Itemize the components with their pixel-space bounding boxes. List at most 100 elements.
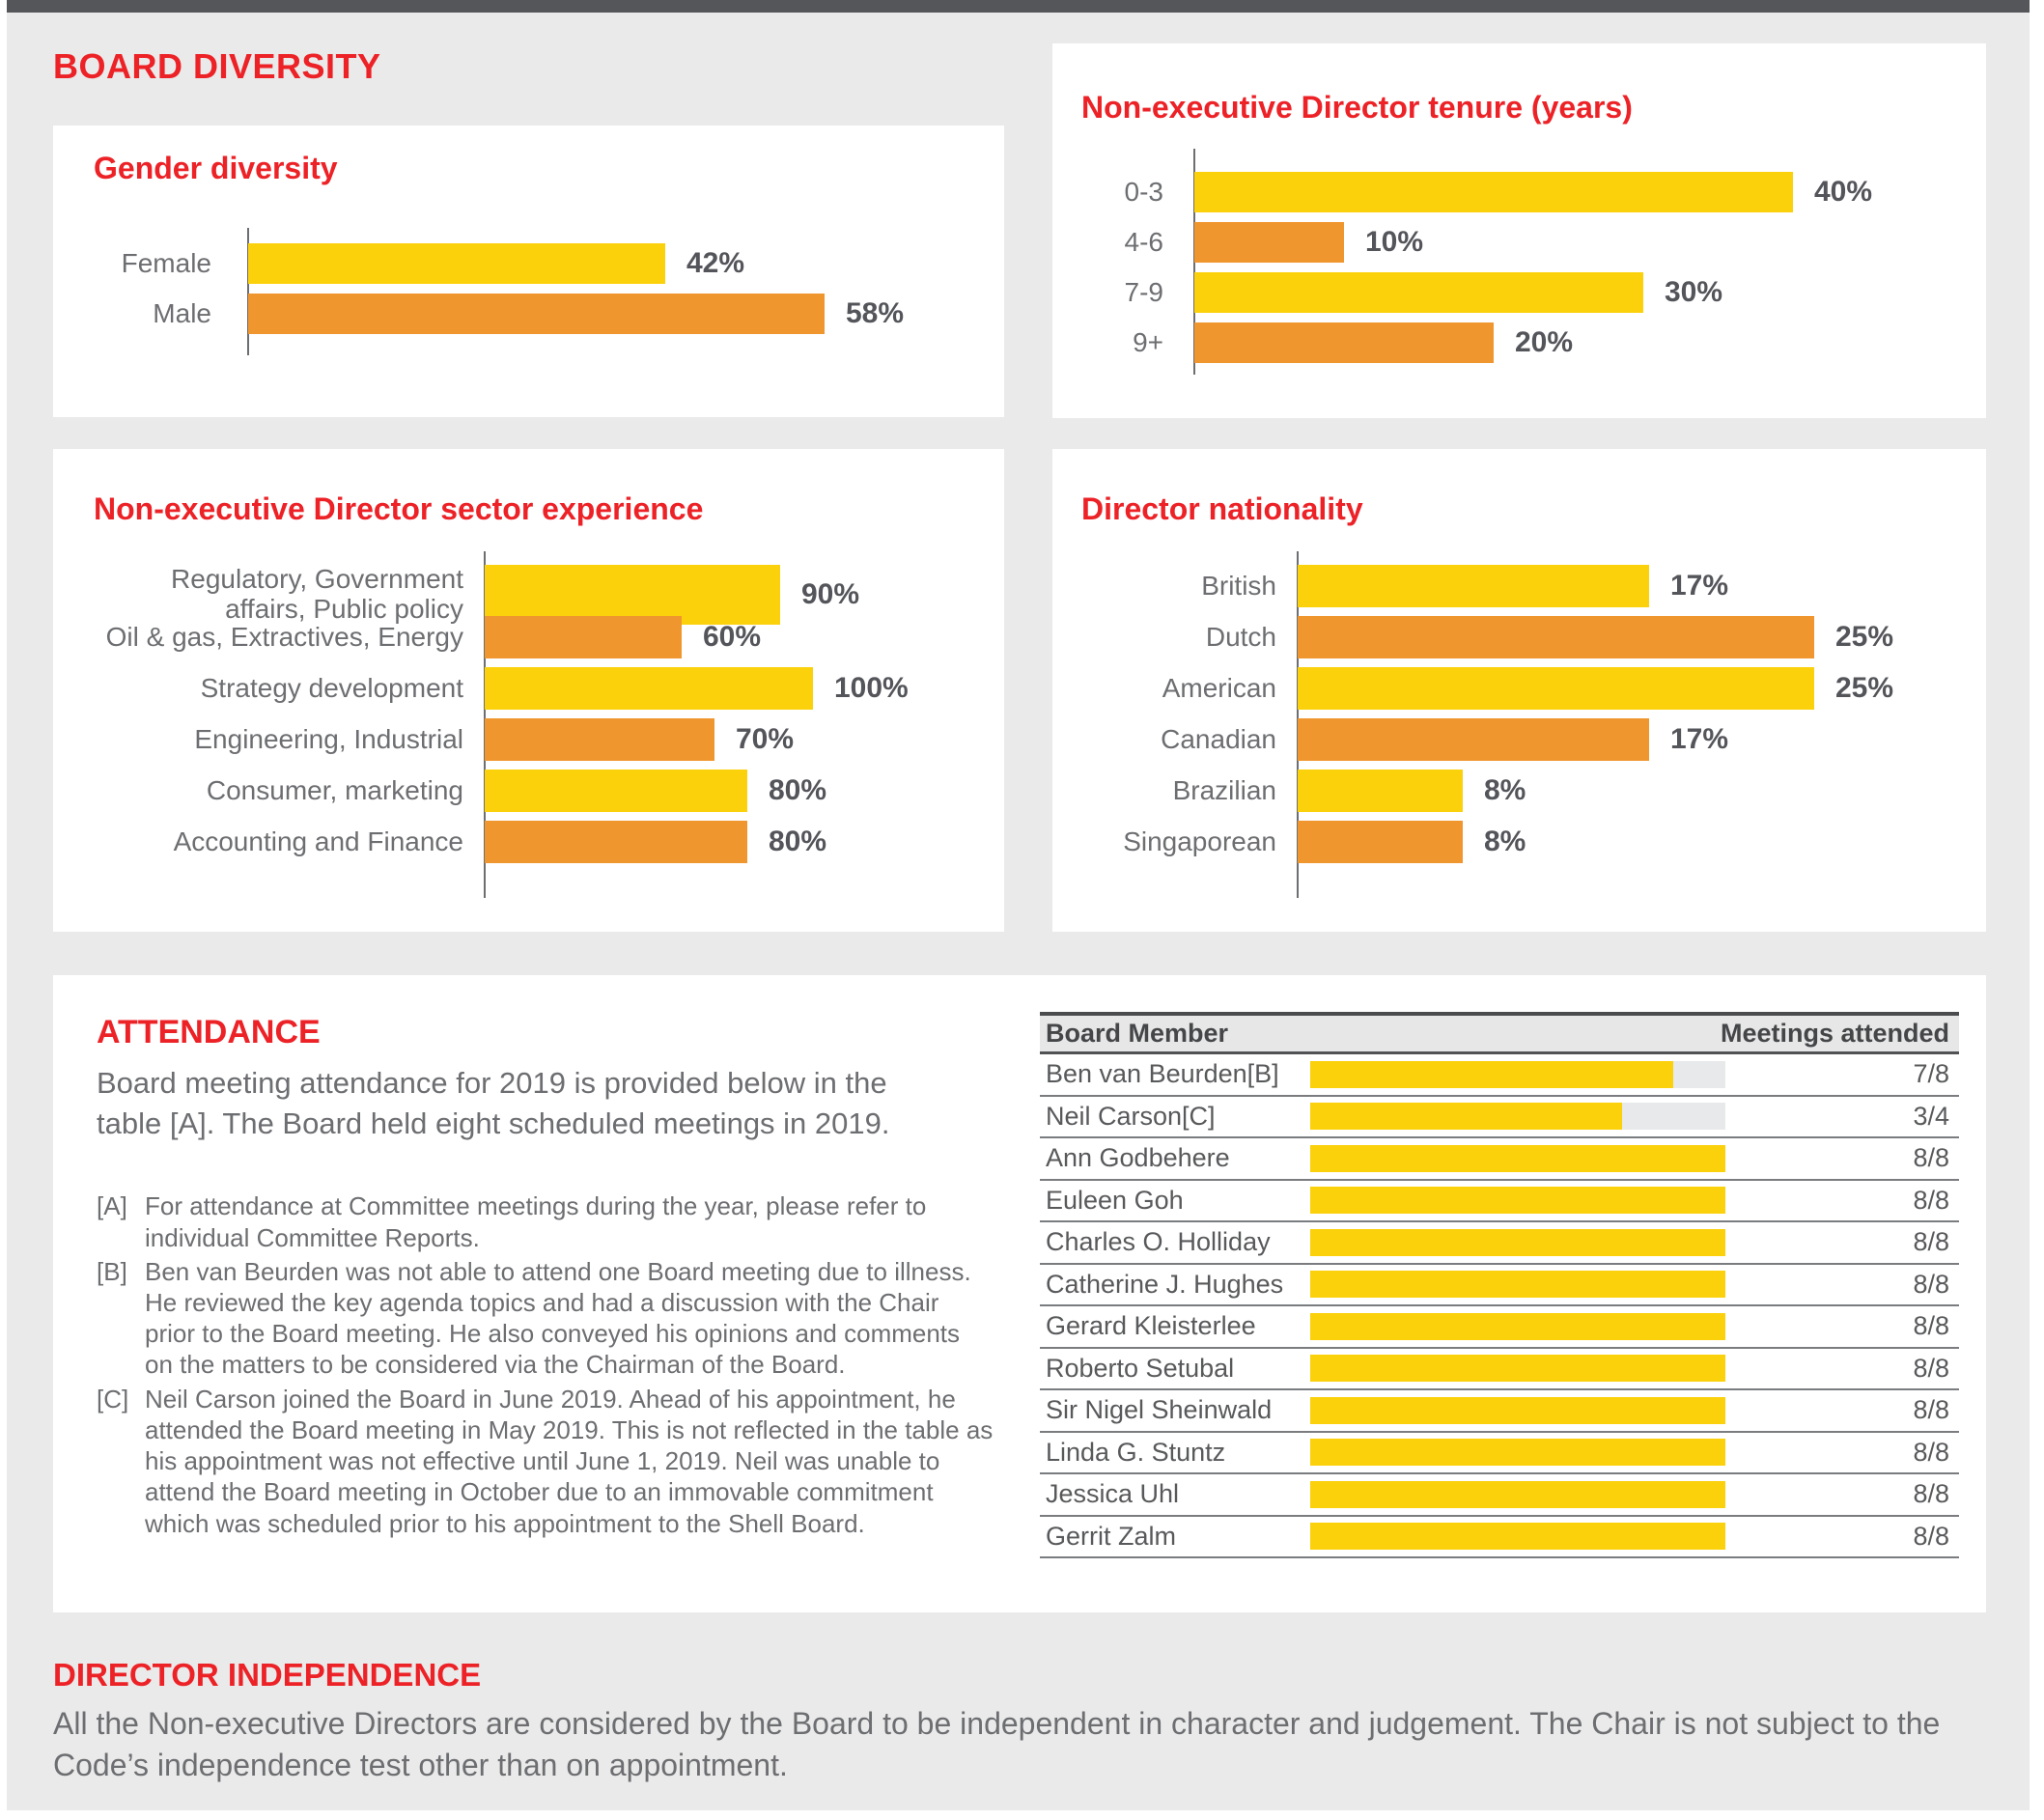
chart-row: Dutch 25% (1052, 616, 1963, 658)
bar-zone: 20% (1194, 322, 1963, 363)
value-label: 10% (1365, 226, 1424, 258)
value-label: 100% (834, 672, 909, 704)
footnote-marker: [B] (97, 1256, 127, 1286)
bar-zone: 10% (1194, 222, 1963, 263)
bar-zone: 100% (485, 667, 981, 710)
attendance-bar-fill (1310, 1271, 1725, 1299)
attendance-table: Board Member Meetings attended Ben van B… (1040, 1012, 1959, 1558)
category-label: Dutch (1205, 621, 1276, 652)
chart-row: American 25% (1052, 667, 1963, 710)
attendance-bar-fill (1310, 1144, 1725, 1172)
attendance-value: 8/8 (1913, 1227, 1949, 1257)
bar-zone: 42% (248, 243, 981, 284)
value-label: 17% (1670, 723, 1729, 755)
chart-title-director-tenure: Non-executive Director tenure (years) (1081, 90, 1633, 125)
category-label: Female (121, 247, 211, 278)
attendance-bar-track (1310, 1228, 1725, 1256)
member-name: Euleen Goh (1046, 1185, 1184, 1215)
card-attendance: ATTENDANCE Board meeting attendance for … (53, 975, 1986, 1612)
member-name: Neil Carson[C] (1046, 1101, 1216, 1131)
bar-zone: 80% (485, 821, 981, 863)
bar-zone: 80% (485, 770, 981, 812)
value-label: 25% (1835, 672, 1894, 704)
category-label: British (1201, 570, 1276, 601)
chart-title-gender-diversity: Gender diversity (94, 151, 338, 185)
table-row: Catherine J. Hughes 8/8 (1040, 1265, 1959, 1306)
attendance-bar-track (1310, 1523, 1725, 1551)
value-label: 40% (1814, 176, 1873, 208)
attendance-bar-track (1310, 1271, 1725, 1299)
bar (1298, 565, 1649, 607)
card-director-nationality: Director nationality British 17% Dutch 25% A… (1052, 449, 1986, 932)
attendance-bar-track (1310, 1355, 1725, 1383)
attendance-value: 8/8 (1913, 1143, 1949, 1173)
table-row: Ann Godbehere 8/8 (1040, 1138, 1959, 1181)
table-row: Gerard Kleisterlee 8/8 (1040, 1306, 1959, 1349)
chart-row: Brazilian 8% (1052, 770, 1963, 812)
value-label: 70% (736, 723, 795, 755)
section-title-director-independence: DIRECTOR INDEPENDENCE (53, 1657, 482, 1693)
attendance-table-rows: Ben van Beurden[B] 7/8 Neil Carson[C] 3/4 An… (1040, 1054, 1959, 1558)
category-label: Singaporean (1123, 826, 1276, 856)
bar (485, 770, 747, 812)
attendance-bar-fill (1310, 1523, 1725, 1551)
sector-experience-chart: Regulatory, Government affairs, Public p… (53, 551, 981, 898)
attendance-value: 8/8 (1913, 1521, 1949, 1551)
director-nationality-chart: British 17% Dutch 25% American 25% Canadian 17%… (1052, 551, 1963, 898)
chart-row: 9+ 20% (1052, 322, 1963, 363)
value-label: 80% (769, 826, 827, 857)
attendance-bar-fill (1310, 1103, 1622, 1131)
table-row: Gerrit Zalm 8/8 (1040, 1517, 1959, 1558)
chart-row: Singaporean 8% (1052, 821, 1963, 863)
member-name: Gerrit Zalm (1046, 1521, 1176, 1551)
footnote-marker: [A] (97, 1191, 127, 1221)
attendance-bar-fill (1310, 1060, 1674, 1088)
bar (1298, 667, 1814, 710)
member-name: Linda G. Stuntz (1046, 1437, 1226, 1467)
bar (1298, 821, 1463, 863)
attendance-intro: Board meeting attendance for 2019 is pro… (97, 1066, 890, 1141)
category-label: Canadian (1161, 723, 1276, 754)
chart-row: 4-6 10% (1052, 222, 1963, 263)
director-independence-text: All the Non-executive Directors are cons… (53, 1706, 1941, 1783)
bar-zone: 40% (1194, 172, 1963, 212)
footnote: [A] For attendance at Committee meetings … (97, 1190, 994, 1252)
category-label: Engineering, Industrial (194, 723, 463, 754)
value-label: 58% (846, 297, 905, 329)
attendance-text-block: ATTENDANCE Board meeting attendance for … (97, 1014, 994, 1542)
attendance-bar-track (1310, 1144, 1725, 1172)
attendance-table-header: Board Member Meetings attended (1040, 1012, 1959, 1054)
value-label: 90% (801, 577, 860, 610)
bar-zone: 58% (248, 294, 981, 334)
card-sector-experience: Non-executive Director sector experience… (53, 449, 1004, 932)
bar-zone: 25% (1298, 667, 1963, 710)
attendance-footnotes: [A] For attendance at Committee meetings … (97, 1190, 994, 1539)
member-name: Gerard Kleisterlee (1046, 1311, 1256, 1341)
chart-row: Engineering, Industrial 70% (53, 718, 981, 761)
table-row: Euleen Goh 8/8 (1040, 1181, 1959, 1222)
attendance-value: 8/8 (1913, 1395, 1949, 1425)
card-director-tenure: Non-executive Director tenure (years) 0-… (1052, 43, 1986, 418)
table-row: Sir Nigel Sheinwald 8/8 (1040, 1390, 1959, 1433)
chart-title-sector-experience: Non-executive Director sector experience (94, 491, 704, 526)
attendance-bar-track (1310, 1060, 1725, 1088)
category-label: 4-6 (1124, 226, 1163, 257)
value-label: 30% (1665, 276, 1723, 308)
bar (1194, 222, 1344, 263)
table-row: Ben van Beurden[B] 7/8 (1040, 1054, 1959, 1097)
category-label: Consumer, marketing (206, 774, 463, 805)
bar (1194, 322, 1494, 363)
section-title-board-diversity: BOARD DIVERSITY (53, 46, 381, 86)
bar (1194, 272, 1643, 313)
chart-row: Strategy development 100% (53, 667, 981, 710)
attendance-bar-track (1310, 1312, 1725, 1340)
column-header-meetings-attended: Meetings attended (1720, 1019, 1949, 1048)
category-label: Brazilian (1172, 774, 1276, 805)
bar-zone: 60% (485, 616, 981, 658)
bar (485, 667, 813, 710)
value-label: 8% (1484, 774, 1526, 806)
bar-zone: 17% (1298, 565, 1963, 607)
chart-row: Male 58% (53, 294, 981, 334)
axis-line (247, 228, 249, 355)
chart-row: Oil & gas, Extractives, Energy 60% (53, 616, 981, 658)
